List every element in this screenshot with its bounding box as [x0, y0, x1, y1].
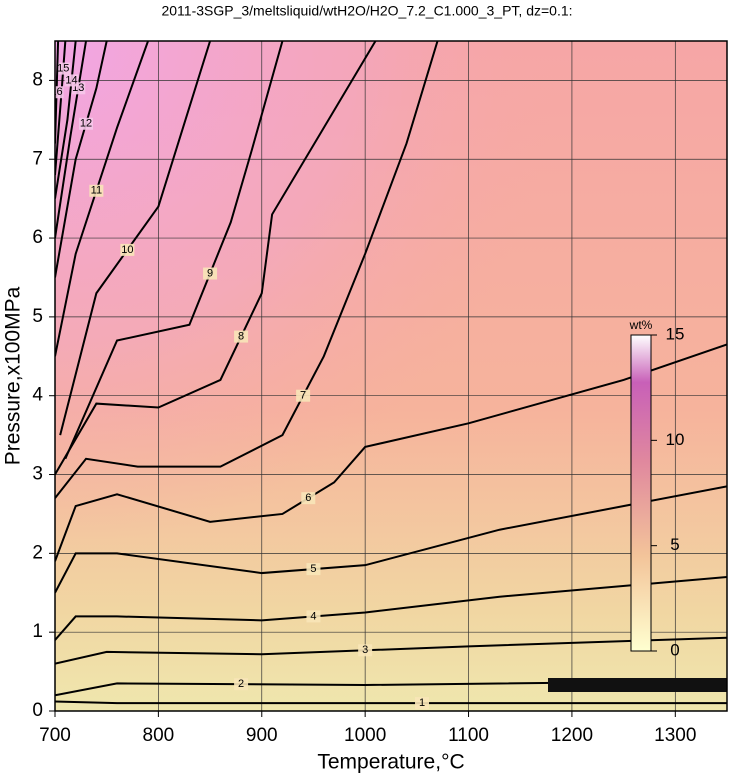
x-tick-label: 1000	[344, 725, 386, 746]
contour-line	[55, 41, 88, 239]
contour-line	[55, 41, 439, 499]
y-tick-label: 8	[32, 69, 43, 90]
contour-label: 10	[121, 244, 133, 256]
contour-line	[55, 700, 727, 705]
x-tick-label: 900	[246, 725, 278, 746]
contour-label-bg	[301, 492, 316, 505]
contour-label-bg	[234, 678, 249, 691]
contour-label-bg	[415, 697, 430, 710]
contour-label: 5	[310, 563, 316, 575]
x-tick-label: 1200	[551, 725, 593, 746]
y-tick-label: 1	[32, 621, 43, 642]
contour-label-bg	[358, 644, 373, 657]
contour-label-bg	[64, 74, 79, 87]
colorbar-tick-label: 10	[666, 430, 685, 449]
contour-label: 11	[91, 185, 102, 197]
contour-label-bg	[79, 117, 94, 130]
contour-label: 12	[80, 118, 92, 130]
contour-line	[55, 41, 77, 199]
contour-label: 6	[305, 492, 311, 504]
contour-label: 9	[207, 267, 213, 279]
contour-label-bg	[234, 330, 249, 343]
contour-label-bg	[306, 610, 321, 623]
colorbar-label: wt%	[629, 318, 653, 332]
y-tick-label: 0	[32, 700, 43, 721]
contour-line	[55, 576, 727, 641]
contour-label: 2	[238, 678, 244, 690]
chart-title: 2011-3SGP_3/meltsliquid/wtH2O/H2O_7.2_C1…	[161, 3, 572, 19]
contour-label-bg	[55, 86, 64, 99]
contour-label-bg	[89, 184, 104, 197]
contour-label: 7	[300, 390, 306, 402]
y-tick-label: 5	[32, 306, 43, 327]
dense-contour-region	[548, 678, 727, 692]
contour-label: 15	[57, 62, 69, 74]
contour-label: 8	[238, 330, 244, 342]
colorbar-tick-label: 0	[670, 640, 679, 659]
y-tick-label: 7	[32, 148, 43, 169]
contour-label: 1	[419, 697, 425, 709]
contour-label: 3	[362, 644, 368, 656]
x-tick-label: 1100	[448, 725, 489, 746]
contour-label-bg	[120, 243, 135, 256]
contour-label-bg	[56, 62, 71, 75]
y-tick-label: 3	[32, 464, 43, 485]
y-tick-label: 4	[32, 385, 43, 406]
x-tick-label: 1300	[654, 725, 696, 746]
colorbar-tick-label: 5	[670, 535, 679, 554]
plot-frame	[54, 40, 728, 712]
x-tick-label: 700	[39, 725, 71, 746]
x-axis-label: Temperature,°C	[317, 751, 464, 774]
contour-label: 14	[65, 74, 77, 86]
contour-label: 4	[310, 610, 316, 622]
y-tick-label: 6	[32, 227, 43, 248]
contour-line	[55, 636, 727, 665]
colorbar	[630, 334, 652, 652]
y-axis-label: Pressure,x100MPa	[2, 286, 25, 465]
plot-background-tint	[55, 41, 727, 711]
contour-line	[55, 485, 727, 594]
y-tick-label: 2	[32, 542, 43, 563]
x-tick-label: 800	[143, 725, 175, 746]
colorbar-tick-label: 15	[666, 324, 685, 343]
contour-label: 16	[50, 86, 62, 98]
contour-label-bg	[203, 267, 218, 280]
contour-label-bg	[306, 563, 321, 576]
contour-label-bg	[296, 389, 311, 402]
